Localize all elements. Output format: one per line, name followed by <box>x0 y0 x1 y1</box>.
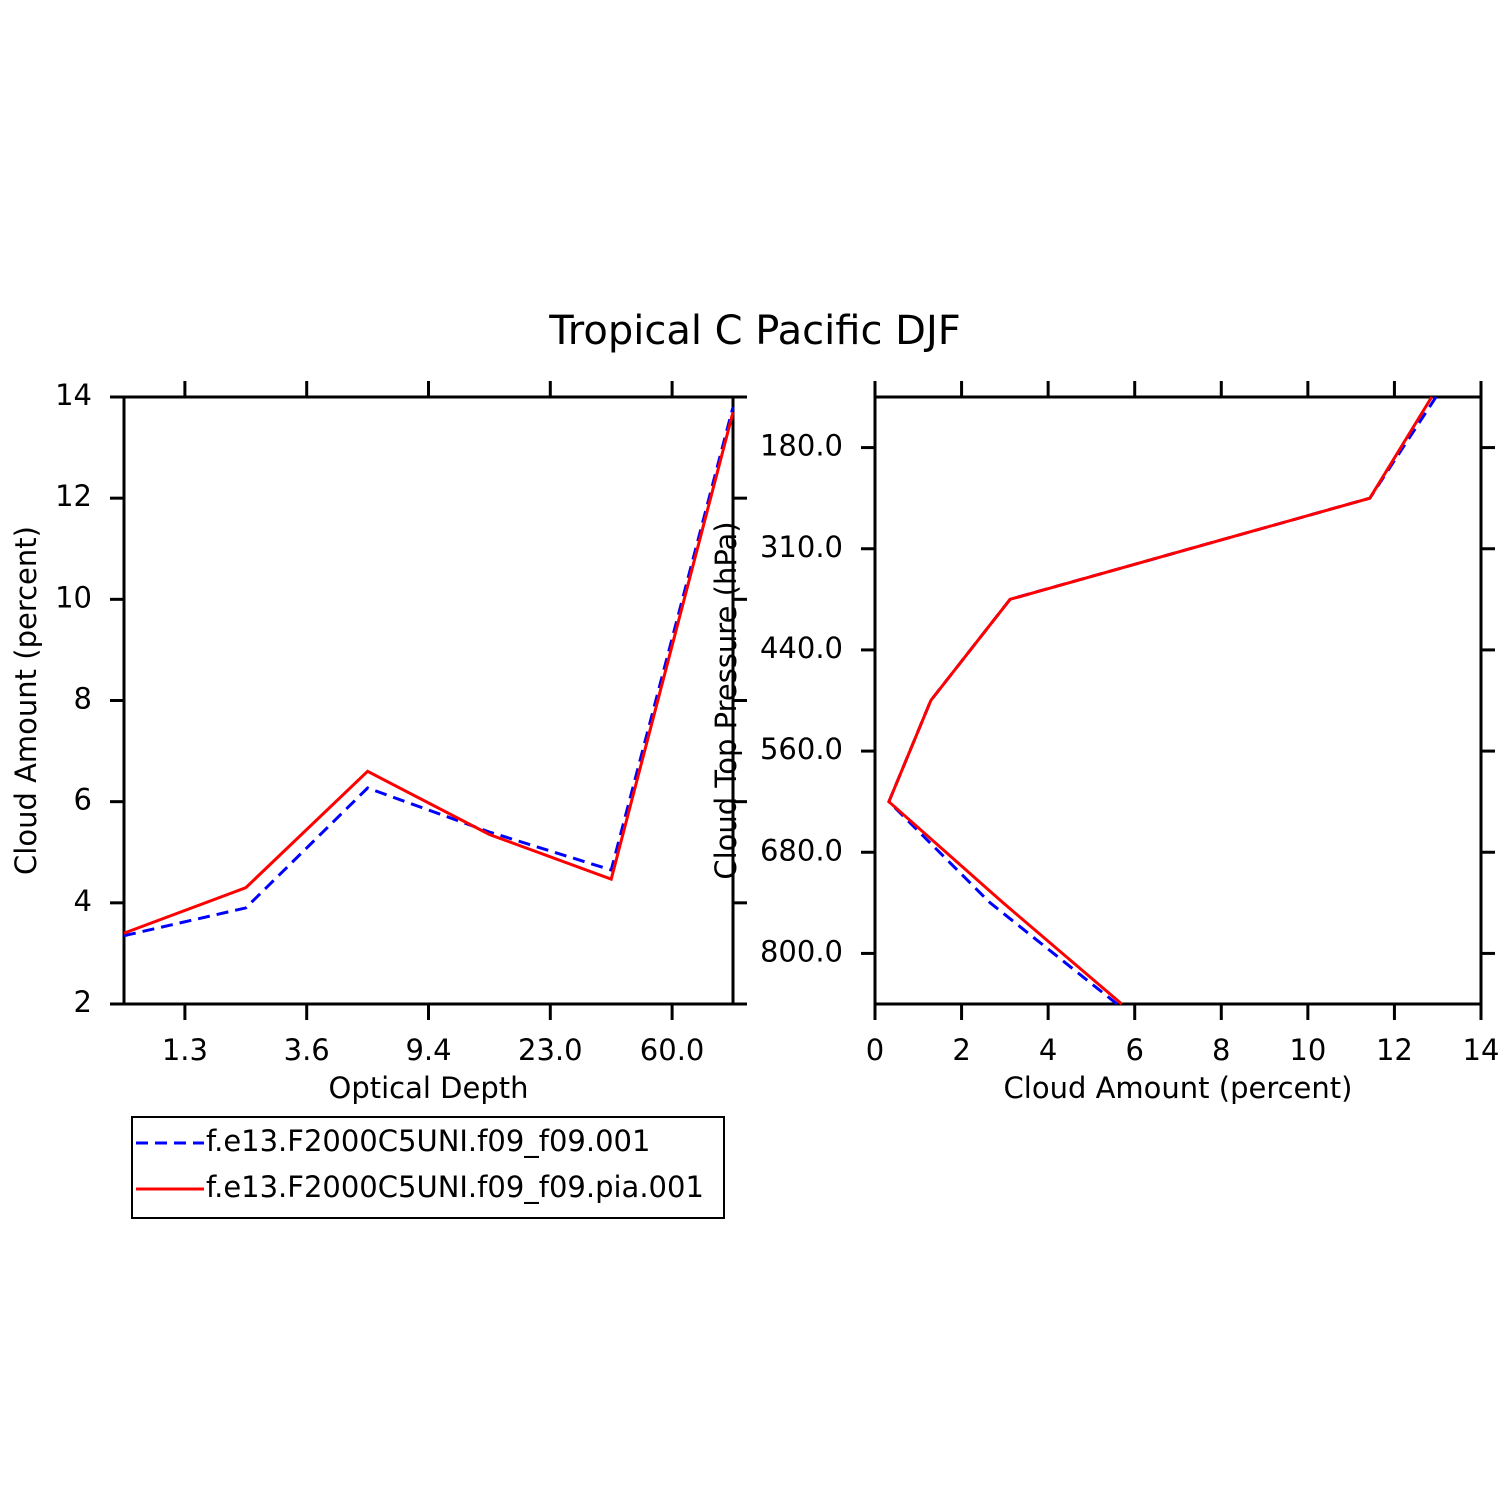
x-tick-label: 1.3 <box>162 1033 208 1067</box>
y-tick-label: 440.0 <box>760 631 843 665</box>
x-tick-label: 4 <box>1039 1033 1057 1067</box>
y-tick-label: 310.0 <box>760 530 843 564</box>
y-tick-label: 180.0 <box>760 429 843 463</box>
y-tick-label: 14 <box>55 378 92 412</box>
plot-frame <box>873 395 1483 1006</box>
y-tick-label: 6 <box>74 783 92 817</box>
legend-label: f.e13.F2000C5UNI.f09_f09.pia.001 <box>206 1170 704 1204</box>
x-tick-label: 8 <box>1212 1033 1230 1067</box>
x-tick-label: 2 <box>952 1033 970 1067</box>
y-tick-label: 2 <box>74 985 92 1019</box>
y-tick-label: 680.0 <box>760 833 843 867</box>
x-tick-label: 23.0 <box>518 1033 583 1067</box>
x-axis-title: Optical Depth <box>329 1071 529 1105</box>
data-line <box>887 396 1433 1006</box>
legend-box <box>131 1116 725 1219</box>
chart-title: Tropical C Pacific DJF <box>548 308 961 354</box>
x-tick-label: 6 <box>1125 1033 1143 1067</box>
legend-label: f.e13.F2000C5UNI.f09_f09.001 <box>206 1124 650 1158</box>
x-tick-label: 9.4 <box>405 1033 451 1067</box>
x-axis-title: Cloud Amount (percent) <box>1004 1071 1353 1105</box>
y-axis-title: Cloud Top Pressure (hPa) <box>709 521 743 879</box>
y-tick-label: 10 <box>55 580 92 614</box>
y-tick-label: 12 <box>55 479 92 513</box>
x-tick-label: 0 <box>866 1033 884 1067</box>
x-tick-label: 14 <box>1463 1033 1500 1067</box>
y-tick-label: 4 <box>74 884 92 918</box>
x-tick-label: 3.6 <box>284 1033 330 1067</box>
x-tick-label: 12 <box>1376 1033 1413 1067</box>
data-line <box>123 406 735 938</box>
data-line <box>123 411 735 935</box>
y-tick-label: 8 <box>74 682 92 716</box>
x-tick-label: 60.0 <box>640 1033 705 1067</box>
y-tick-label: 800.0 <box>760 934 843 968</box>
y-axis-title: Cloud Amount (percent) <box>9 526 43 875</box>
x-tick-label: 10 <box>1289 1033 1326 1067</box>
y-tick-label: 560.0 <box>760 732 843 766</box>
